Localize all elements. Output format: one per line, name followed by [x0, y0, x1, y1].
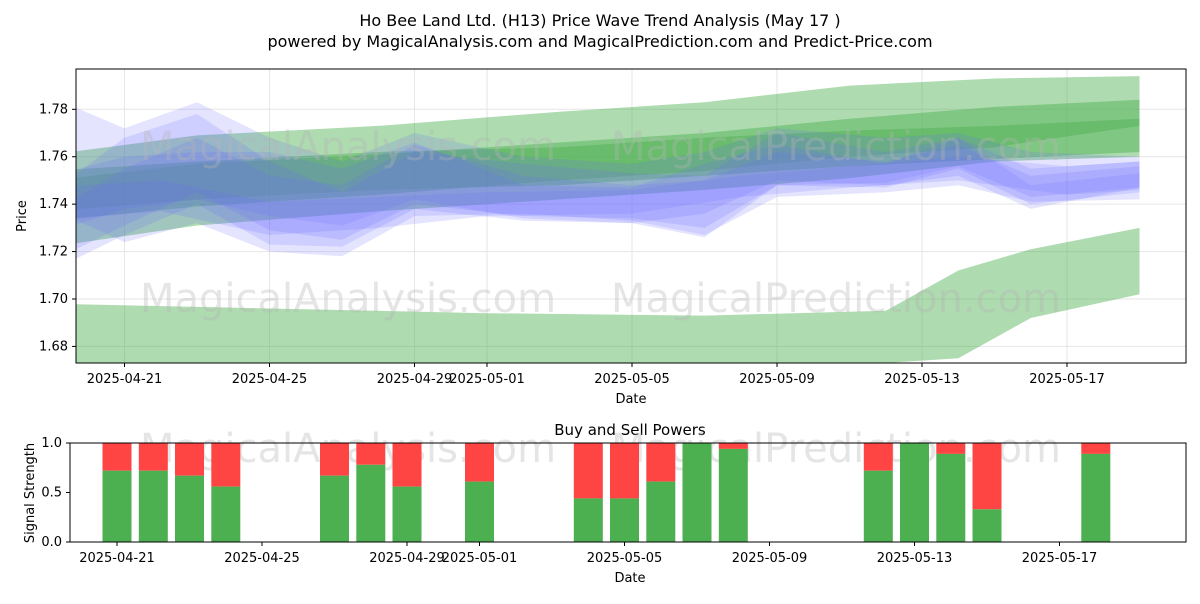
- price-x-tick-label: 2025-05-17: [1029, 372, 1105, 387]
- sell-bar: [1081, 443, 1111, 454]
- buy-bar: [392, 486, 422, 542]
- price-x-tick-label: 2025-05-13: [884, 372, 960, 387]
- chart-subtitle: powered by MagicalAnalysis.com and Magic…: [267, 32, 932, 51]
- price-y-tick-label: 1.70: [39, 292, 68, 307]
- buy-bar: [175, 475, 204, 542]
- price-y-tick-label: 1.74: [39, 197, 68, 212]
- watermark-text: MagicalPrediction.com: [611, 276, 1061, 322]
- buy-bar: [718, 448, 748, 542]
- signal-y-tick-label: 0.5: [41, 486, 62, 501]
- price-x-tick-label: 2025-04-25: [232, 372, 308, 387]
- signal-y-ticks: 0.0 0.5 1.0: [41, 436, 70, 550]
- signal-y-axis-label: Signal Strength: [23, 443, 38, 543]
- price-x-tick-label: 2025-04-29: [377, 372, 453, 387]
- chart-title: Ho Bee Land Ltd. (H13) Price Wave Trend …: [359, 11, 840, 30]
- sell-bar: [320, 443, 349, 476]
- blue-bands: [76, 102, 1140, 259]
- blue-band-1: [76, 114, 1140, 259]
- buy-bar: [211, 486, 241, 542]
- blue-band-3: [76, 137, 1140, 226]
- green-band-1: [76, 99, 1140, 219]
- signal-panel: Buy and Sell Powers MagicalAnalysis.com …: [23, 421, 1187, 586]
- signal-x-tick-label: 2025-05-13: [877, 551, 953, 566]
- price-y-axis-label: Price: [15, 200, 30, 232]
- price-x-tick-label: 2025-05-01: [449, 372, 525, 387]
- sell-bar: [573, 443, 603, 499]
- signal-x-tick-label: 2025-05-09: [732, 551, 808, 566]
- price-x-tick-label: 2025-04-21: [87, 372, 163, 387]
- sell-bar: [392, 443, 422, 487]
- blue-band-4: [76, 156, 1140, 235]
- blue-band-0: [76, 102, 1140, 257]
- sell-bar: [211, 443, 241, 487]
- signal-x-tick-label: 2025-05-17: [1022, 551, 1098, 566]
- signal-x-tick-label: 2025-04-25: [224, 551, 300, 566]
- buy-bar: [863, 470, 893, 542]
- watermark-text: MagicalAnalysis.com: [140, 124, 556, 170]
- sell-bar: [465, 443, 494, 482]
- buy-bar: [1081, 453, 1111, 542]
- buy-bar: [102, 470, 132, 542]
- blue-band-2: [76, 137, 1140, 250]
- price-x-ticks: 2025-04-21 2025-04-25 2025-04-292025-05-01…: [87, 363, 1105, 387]
- signal-x-tick-label: 2025-04-29: [369, 551, 445, 566]
- green-band-3: [76, 227, 1140, 363]
- signal-x-tick-label: 2025-04-21: [79, 551, 155, 566]
- signal-x-ticks: 2025-04-21 2025-04-25 2025-04-292025-05-01…: [79, 542, 1097, 566]
- buy-bar: [610, 498, 639, 542]
- buy-bar: [936, 453, 966, 542]
- price-y-tick-label: 1.78: [39, 102, 68, 117]
- sell-bar: [610, 443, 639, 499]
- signal-chart-title: Buy and Sell Powers: [554, 421, 706, 439]
- sell-bar: [646, 443, 676, 482]
- signal-y-tick-label: 0.0: [41, 535, 62, 550]
- buy-bar: [356, 464, 386, 542]
- sell-bar: [936, 443, 966, 454]
- price-y-tick-label: 1.68: [39, 339, 68, 354]
- price-x-tick-label: 2025-05-05: [594, 372, 670, 387]
- buy-bar: [972, 509, 1002, 542]
- price-y-tick-label: 1.72: [39, 245, 68, 260]
- price-panel: MagicalAnalysis.com MagicalPrediction.co…: [15, 68, 1187, 407]
- price-grid: [76, 69, 1186, 363]
- price-x-axis-label: Date: [615, 392, 646, 407]
- sell-bar: [863, 443, 893, 471]
- watermark-text: MagicalAnalysis.com: [140, 276, 556, 322]
- sell-bar: [718, 443, 748, 449]
- green-band-0: [76, 76, 1140, 244]
- buy-bar: [682, 443, 712, 542]
- sell-bar: [102, 443, 132, 471]
- buy-bar: [465, 481, 494, 542]
- buy-bar: [138, 470, 168, 542]
- sell-bar: [175, 443, 204, 476]
- watermark-text: MagicalPrediction.com: [611, 124, 1061, 170]
- green-bands: [76, 76, 1140, 363]
- price-watermarks: MagicalAnalysis.com MagicalPrediction.co…: [140, 124, 1061, 322]
- buy-bar: [573, 498, 603, 542]
- price-y-tick-label: 1.76: [39, 150, 68, 165]
- price-x-tick-label: 2025-05-09: [739, 372, 815, 387]
- signal-x-tick-label: 2025-05-05: [587, 551, 663, 566]
- buy-bar: [646, 481, 676, 542]
- sell-bar: [356, 443, 386, 465]
- signal-x-tick-label: 2025-05-01: [442, 551, 518, 566]
- buy-bar: [320, 475, 349, 542]
- price-y-ticks: 1.68 1.70 1.72 1.74 1.76 1.78: [39, 102, 76, 354]
- signal-x-axis-label: Date: [614, 571, 645, 586]
- buy-bar: [900, 443, 929, 542]
- sell-bar: [972, 443, 1002, 510]
- signal-bars: [102, 443, 1111, 542]
- green-band-2: [76, 118, 1140, 210]
- price-axes-frame: [75, 68, 1187, 364]
- signal-y-tick-label: 1.0: [41, 436, 62, 451]
- sell-bar: [138, 443, 168, 471]
